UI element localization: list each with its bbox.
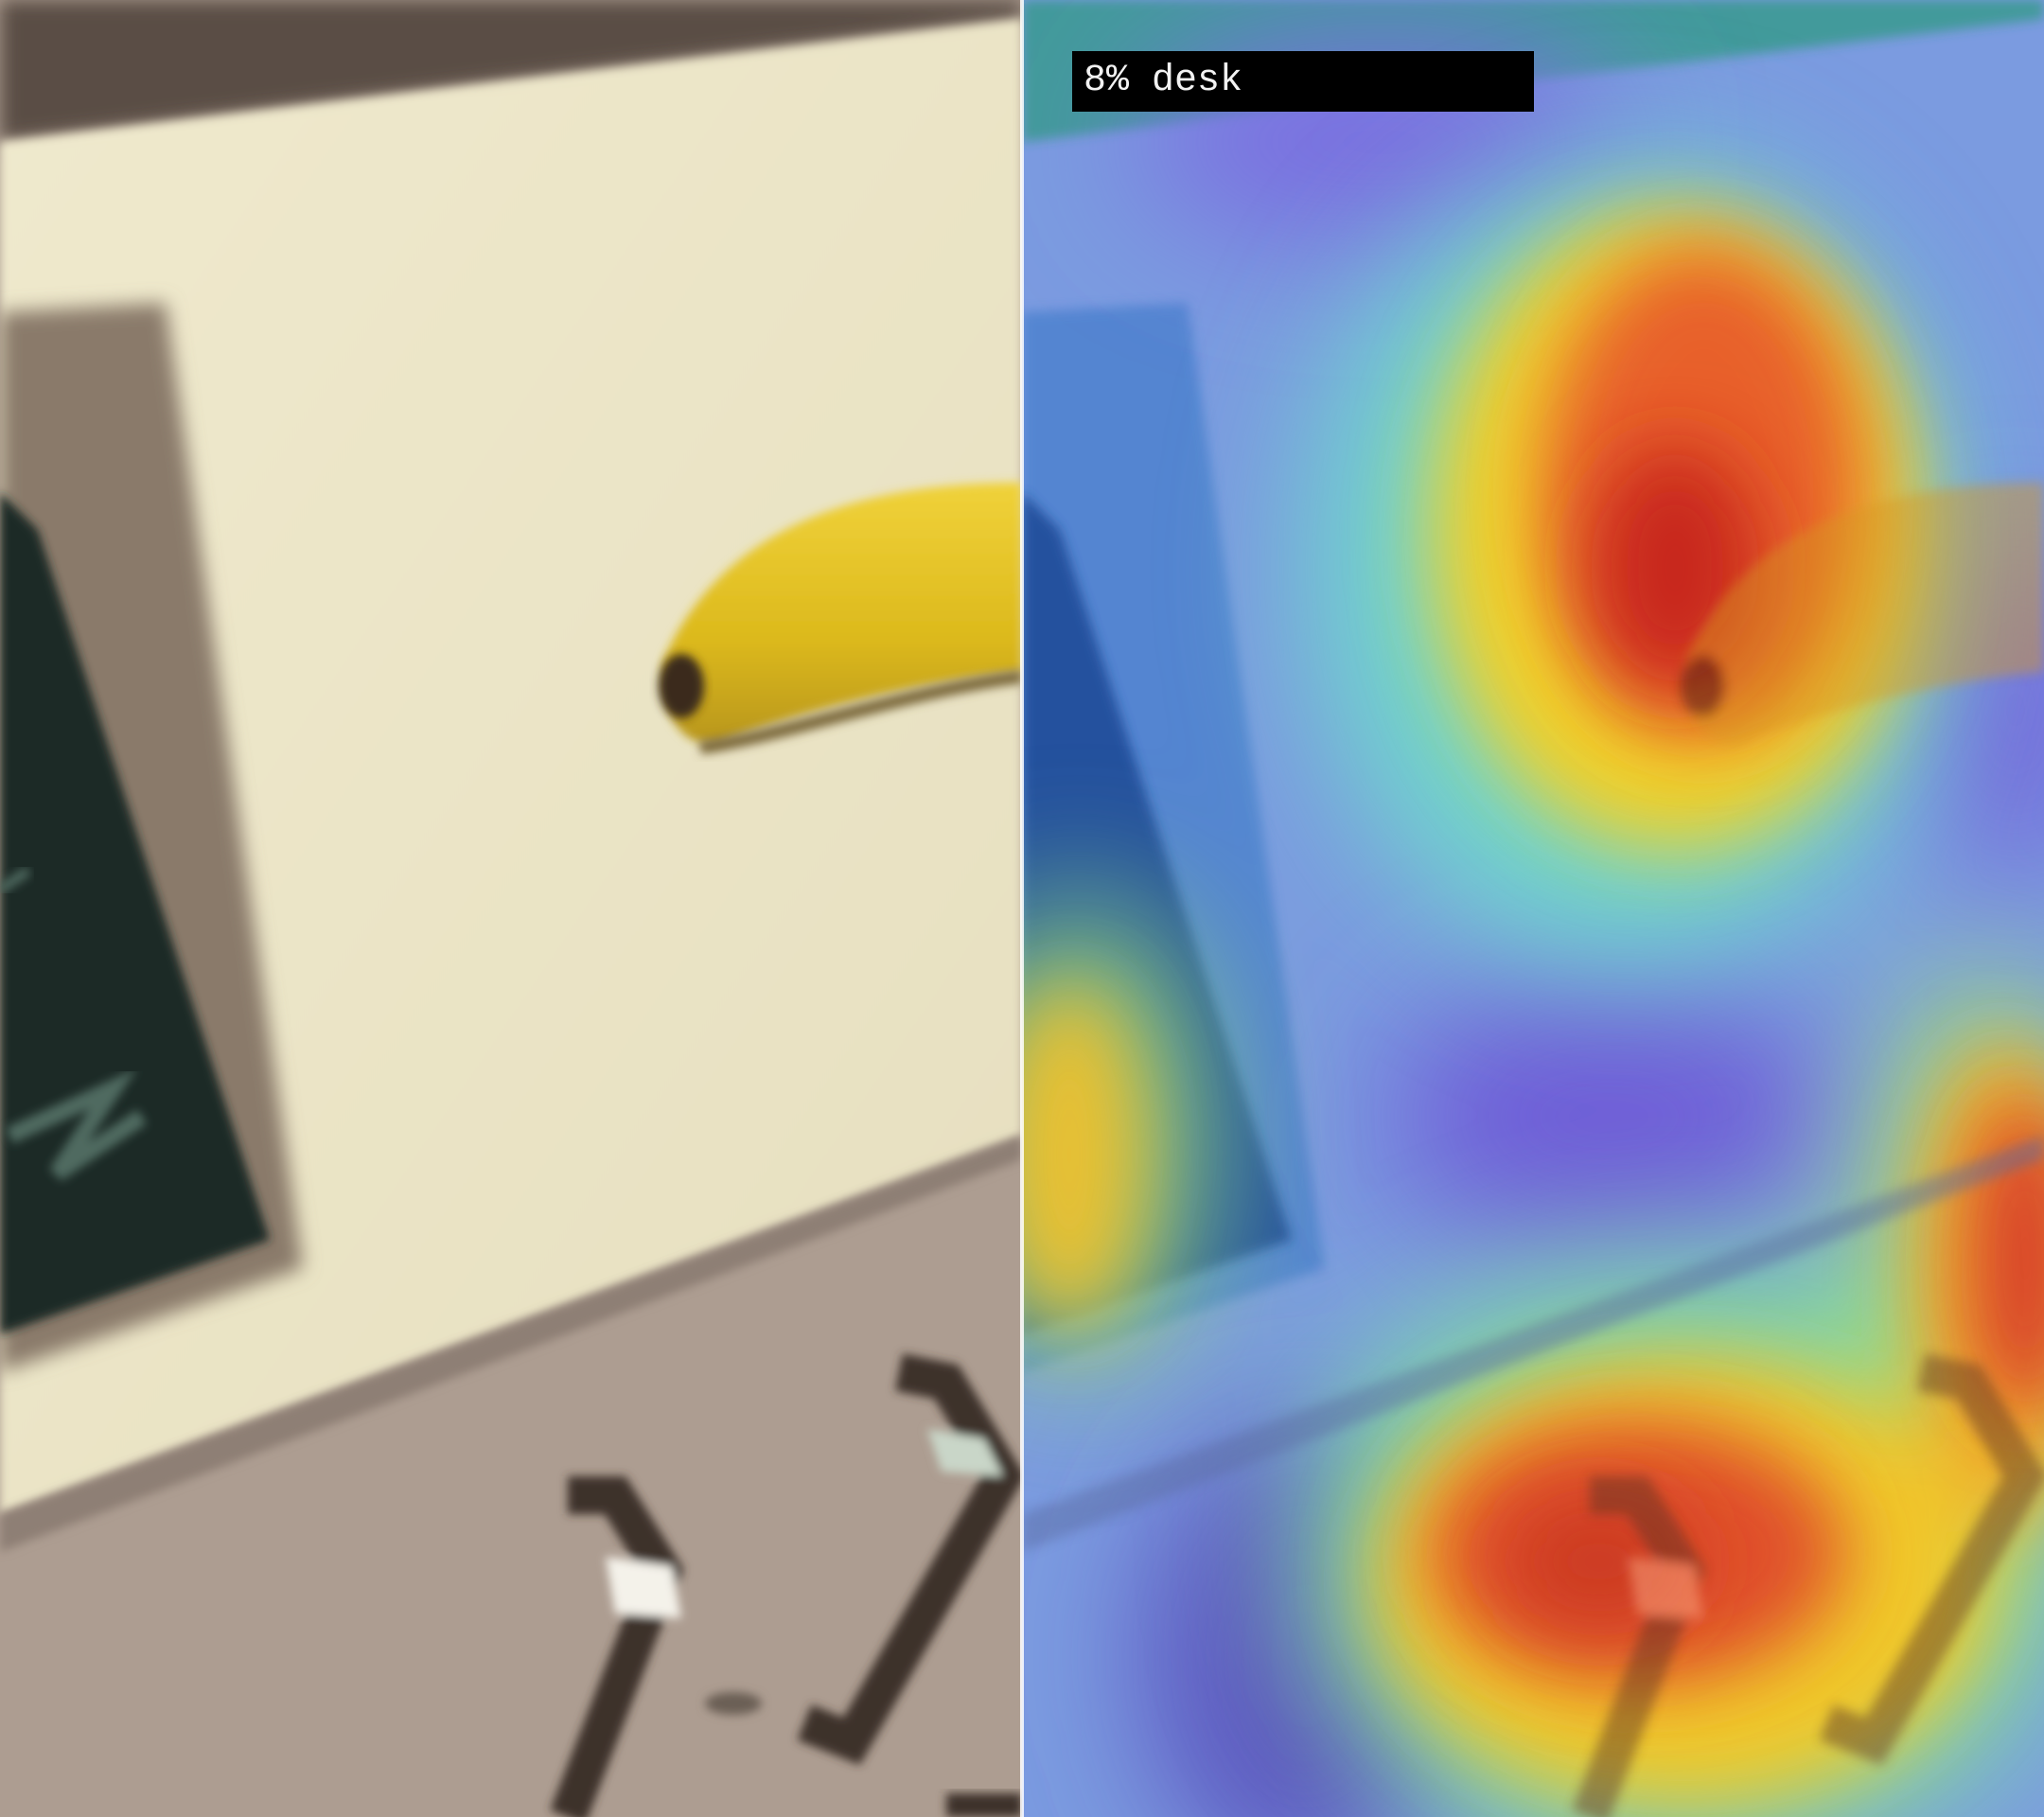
drawer-handles xyxy=(550,1353,1022,1817)
prediction-label-text: 8% desk xyxy=(1084,60,1243,102)
heatmap-pane: 8% desk xyxy=(1022,0,2044,1817)
attention-heatmap xyxy=(1022,0,2044,1817)
prediction-label: 8% desk xyxy=(1072,51,1534,112)
pane-divider xyxy=(1020,0,1024,1817)
banana xyxy=(659,483,1022,754)
original-photo xyxy=(0,0,1022,1817)
original-image-pane xyxy=(0,0,1022,1817)
